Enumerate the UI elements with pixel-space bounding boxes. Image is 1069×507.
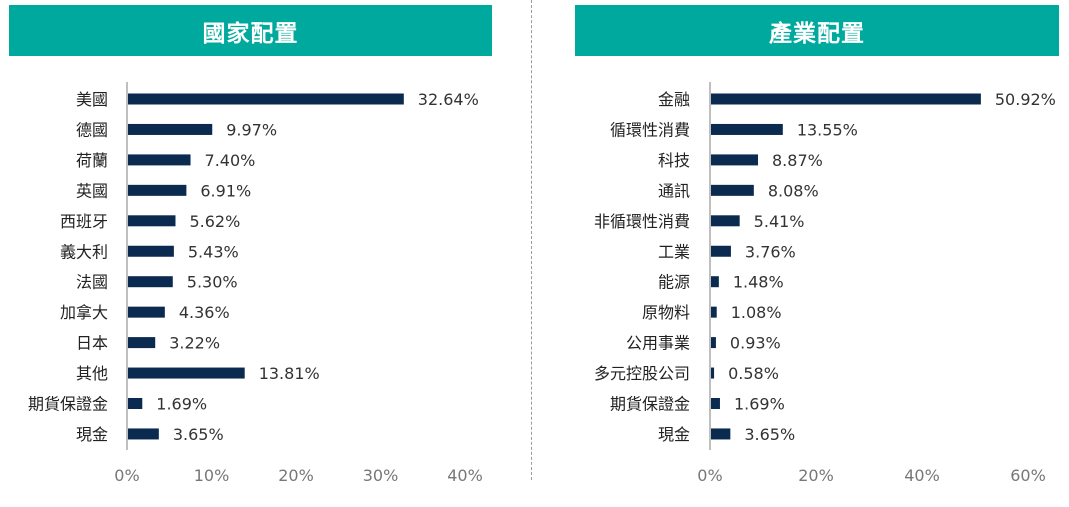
industry-category-label: 非循環性消費 xyxy=(594,212,690,231)
industry-bar xyxy=(711,184,754,196)
industry-bar xyxy=(711,245,731,257)
country-category-label: 美國 xyxy=(76,90,108,109)
industry-value-label: 8.87% xyxy=(772,151,823,170)
country-value-label: 5.62% xyxy=(189,212,240,231)
industry-bar xyxy=(711,398,720,409)
country-value-label: 3.65% xyxy=(173,425,224,444)
country-category-label: 期貨保證金 xyxy=(28,395,108,414)
industry-category-label: 原物料 xyxy=(642,303,690,322)
industry-value-label: 0.93% xyxy=(730,334,781,353)
country-bar xyxy=(128,337,156,349)
industry-value-label: 5.41% xyxy=(754,212,805,231)
industry-value-label: 3.65% xyxy=(744,425,795,444)
industry-category-label: 金融 xyxy=(658,90,690,109)
country-category-label: 其他 xyxy=(76,364,108,383)
industry-category-label: 多元控股公司 xyxy=(594,364,690,383)
country-allocation-title: 國家配置 xyxy=(9,5,492,56)
country-value-label: 4.36% xyxy=(179,303,230,322)
industry-value-label: 1.69% xyxy=(734,395,785,414)
industry-category-label: 通訊 xyxy=(658,181,690,200)
country-x-tick-label: 20% xyxy=(278,466,314,485)
country-bar xyxy=(128,245,174,257)
industry-category-label: 循環性消費 xyxy=(610,120,690,139)
country-bar xyxy=(128,306,165,318)
industry-bar xyxy=(711,337,716,349)
country-value-label: 6.91% xyxy=(200,181,251,200)
country-category-label: 西班牙 xyxy=(60,212,108,231)
industry-bar xyxy=(711,367,715,379)
country-bar xyxy=(128,428,159,440)
industry-category-label: 能源 xyxy=(658,273,690,292)
country-value-label: 32.64% xyxy=(418,90,479,109)
industry-value-label: 13.55% xyxy=(797,120,858,139)
industry-category-label: 期貨保證金 xyxy=(610,395,690,414)
country-category-label: 加拿大 xyxy=(60,303,108,322)
industry-value-label: 50.92% xyxy=(995,90,1056,109)
country-bar xyxy=(128,154,191,166)
industry-bar xyxy=(711,276,719,288)
country-x-tick-label: 0% xyxy=(114,466,139,485)
industry-value-label: 8.08% xyxy=(768,181,819,200)
country-category-label: 現金 xyxy=(76,425,108,444)
country-category-label: 日本 xyxy=(76,334,108,353)
country-x-tick-label: 40% xyxy=(447,466,483,485)
country-value-label: 1.69% xyxy=(156,395,207,414)
country-bar xyxy=(128,123,213,135)
industry-value-label: 1.08% xyxy=(731,303,782,322)
industry-x-tick-label: 0% xyxy=(697,466,722,485)
industry-value-label: 0.58% xyxy=(728,364,779,383)
country-bar xyxy=(128,398,143,409)
country-value-label: 5.43% xyxy=(188,242,239,261)
country-value-label: 5.30% xyxy=(187,273,238,292)
country-category-label: 英國 xyxy=(76,181,108,200)
industry-category-label: 現金 xyxy=(658,425,690,444)
panel-divider xyxy=(531,0,532,480)
country-bar xyxy=(128,215,176,227)
industry-bar xyxy=(711,123,783,135)
country-value-label: 3.22% xyxy=(169,334,220,353)
country-bar xyxy=(128,184,187,196)
industry-x-tick-label: 40% xyxy=(904,466,940,485)
industry-category-label: 公用事業 xyxy=(626,334,690,353)
country-value-label: 7.40% xyxy=(205,151,256,170)
country-category-label: 德國 xyxy=(76,120,108,139)
industry-bar xyxy=(711,154,759,166)
country-value-label: 9.97% xyxy=(226,120,277,139)
industry-value-label: 1.48% xyxy=(733,273,784,292)
country-x-tick-label: 10% xyxy=(194,466,230,485)
industry-bar xyxy=(711,93,981,105)
country-bar xyxy=(128,276,173,288)
country-value-label: 13.81% xyxy=(259,364,320,383)
industry-category-label: 科技 xyxy=(658,151,690,170)
country-category-label: 法國 xyxy=(76,273,108,292)
country-bar xyxy=(128,93,404,105)
country-x-tick-label: 30% xyxy=(363,466,399,485)
country-category-label: 荷蘭 xyxy=(76,151,108,170)
industry-bar xyxy=(711,215,740,227)
industry-value-label: 3.76% xyxy=(745,242,796,261)
industry-bar xyxy=(711,306,717,318)
country-category-label: 義大利 xyxy=(60,242,108,261)
industry-bar xyxy=(711,428,731,440)
industry-allocation-title: 產業配置 xyxy=(575,5,1059,56)
industry-category-label: 工業 xyxy=(658,242,690,261)
industry-x-tick-label: 20% xyxy=(798,466,834,485)
industry-x-tick-label: 60% xyxy=(1010,466,1046,485)
country-bar xyxy=(128,367,245,379)
